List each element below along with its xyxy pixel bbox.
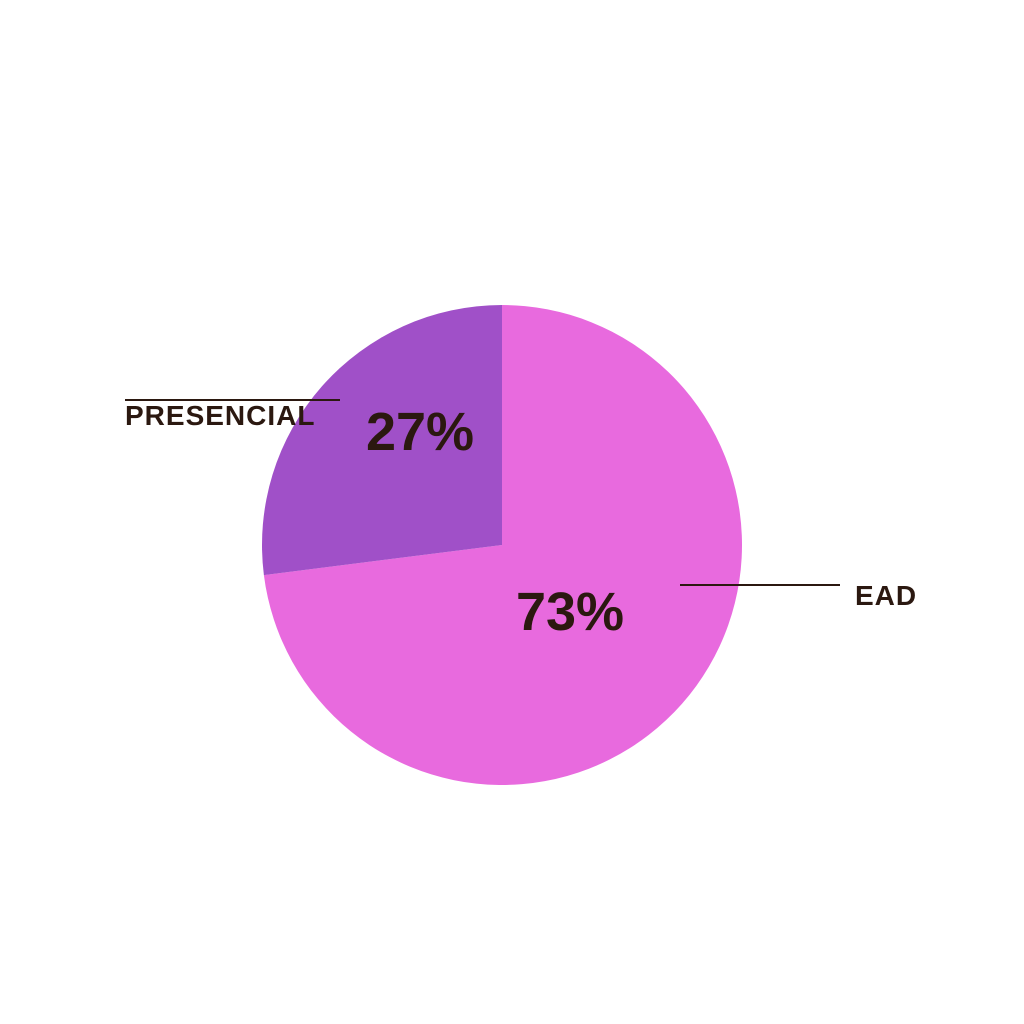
pie-chart-svg: 73% EAD 27% PRESENCIAL: [0, 0, 1024, 1024]
percent-label-presencial: 27%: [366, 402, 474, 462]
category-label-presencial: PRESENCIAL: [125, 400, 315, 431]
percent-label-ead: 73%: [516, 582, 624, 642]
category-label-ead: EAD: [855, 580, 917, 611]
pie-chart-container: 73% EAD 27% PRESENCIAL: [0, 0, 1024, 1024]
